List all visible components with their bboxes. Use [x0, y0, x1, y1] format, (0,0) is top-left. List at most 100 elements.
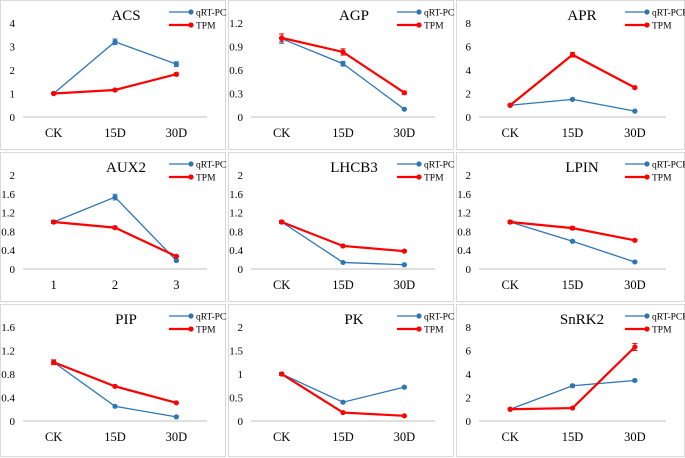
y-tick-label: 2 [466, 393, 472, 405]
y-tick-label: 8 [466, 322, 472, 334]
data-point [507, 102, 513, 108]
data-point [401, 262, 407, 268]
legend-entry: TPM [625, 326, 672, 336]
y-tick-label: 0 [238, 264, 244, 276]
y-tick-label: 0 [10, 264, 16, 276]
data-point [173, 257, 179, 264]
legend-label: qRT-PCR [652, 161, 685, 171]
legend-swatch-marker [416, 174, 422, 180]
legend-swatch-marker [416, 22, 422, 28]
series-tpm [507, 51, 638, 108]
legend-swatch-marker [416, 313, 422, 319]
chart-panel-aux2: AUX2 0 0.4 0.8 1.2 1.6 2 1 2 3 qRT-PCR TPM [0, 152, 227, 302]
legend-swatch-marker [188, 161, 194, 167]
y-tick-label: 2 [10, 65, 16, 77]
legend-swatch-marker [644, 174, 650, 180]
data-point [569, 52, 576, 58]
series-tpm [279, 219, 407, 254]
y-tick-label: 1.2 [229, 208, 243, 220]
series-tpm [507, 219, 638, 243]
legend-swatch-marker [416, 326, 422, 332]
x-tick-label: 30D [394, 430, 416, 444]
legend-entry: TPM [625, 22, 672, 32]
chart-title: APR [567, 8, 596, 24]
legend-label: qRT-PCR [652, 313, 685, 323]
y-tick-label: 1.2 [1, 208, 15, 220]
legend-entry: qRT-PCR [169, 161, 227, 171]
y-tick-label: 0.8 [1, 226, 15, 238]
y-tick-label: 2 [238, 170, 244, 182]
x-tick-label: CK [501, 278, 518, 292]
legend-label: TPM [652, 22, 672, 32]
data-point [632, 259, 638, 265]
chart-svg: SnRK2 0 2 4 6 8 CK 15D 30D qRT-PCR TPM [466, 312, 685, 444]
data-point [173, 253, 179, 259]
chart-svg: LHCB3 0 0.4 0.8 1.2 1.6 2 CK 15D 30D qRT-PCR TPM [229, 160, 455, 292]
legend-swatch-marker [188, 9, 194, 15]
series-qrt-pcr [279, 371, 407, 405]
chart-title: AGP [339, 8, 369, 24]
data-point [507, 219, 513, 225]
data-point [112, 225, 118, 231]
legend-entry: TPM [169, 174, 216, 184]
data-point [51, 359, 57, 365]
legend-swatch-marker [644, 9, 650, 15]
y-tick-label: 0 [10, 416, 16, 428]
chart-title: ACS [111, 8, 140, 24]
chart-panel-pk: PK 0 0.5 1 1.5 2 CK 15D 30D qRT-PCR TPM [228, 304, 455, 457]
legend-entry: TPM [169, 326, 216, 336]
y-tick-label: 0 [466, 264, 472, 276]
x-tick-label: 15D [104, 126, 126, 140]
x-tick-label: CK [501, 430, 518, 444]
y-tick-label: 0 [466, 112, 472, 124]
x-tick-label: CK [273, 278, 290, 292]
series-tpm [279, 33, 407, 96]
chart-svg: PIP 0 0.4 0.8 1.2 1.6 CK 15D 30D qRT-PCR TPM [1, 312, 227, 444]
data-point [51, 90, 57, 97]
legend-entry: qRT-PCR [397, 161, 455, 171]
data-point [279, 219, 285, 225]
data-point [632, 344, 638, 350]
data-point [340, 61, 346, 67]
legend-entry: qRT-PCR [169, 9, 227, 19]
data-point [569, 383, 576, 389]
legend-entry: TPM [169, 22, 216, 32]
y-tick-label: 3 [10, 42, 16, 54]
data-point [112, 87, 118, 93]
data-point [112, 39, 118, 45]
data-point [632, 108, 638, 114]
legend-label: qRT-PCR [424, 313, 455, 323]
chart-panel-lpin: LPIN 0 0.4 0.8 1.2 1.6 2 CK 15D 30D qRT-PCR TPM [456, 152, 685, 302]
data-point [112, 403, 118, 409]
data-point [173, 71, 179, 77]
x-tick-label: CK [273, 126, 290, 140]
data-point [51, 219, 57, 225]
legend-label: TPM [424, 174, 444, 184]
chart-title: LPIN [565, 160, 599, 176]
chart-panel-agp: AGP 0 0.3 0.6 0.9 1.2 CK 15D 30D qRT-PCR TPM [228, 0, 455, 150]
data-point [569, 238, 576, 244]
series-line [281, 373, 405, 417]
legend-swatch-marker [644, 313, 650, 319]
legend-entry: qRT-PCR [625, 313, 685, 323]
series-qrt-pcr [279, 33, 407, 112]
legend-entry: TPM [397, 174, 444, 184]
y-tick-label: 4 [466, 369, 472, 381]
legend-entry: TPM [397, 22, 444, 32]
legend-label: qRT-PCR [652, 9, 685, 19]
y-tick-label: 1.2 [229, 18, 243, 30]
legend-swatch-marker [644, 326, 650, 332]
chart-panel-apr: APR 0 2 4 6 8 CK 15D 30D qRT-PCR TPM [456, 0, 685, 150]
series-tpm [51, 71, 179, 97]
legend-label: TPM [424, 22, 444, 32]
series-line [53, 361, 177, 404]
x-tick-label: CK [45, 126, 62, 140]
data-point [279, 371, 285, 377]
chart-panel-acs: ACS 0 1 2 3 4 CK 15D 30D qRT-PCR TPM [0, 0, 227, 150]
series-line [510, 220, 636, 242]
x-tick-label: 15D [562, 126, 584, 140]
data-point [112, 383, 118, 389]
x-tick-label: 30D [624, 278, 646, 292]
legend-entry: qRT-PCR [397, 9, 455, 19]
y-tick-label: 6 [466, 42, 472, 54]
